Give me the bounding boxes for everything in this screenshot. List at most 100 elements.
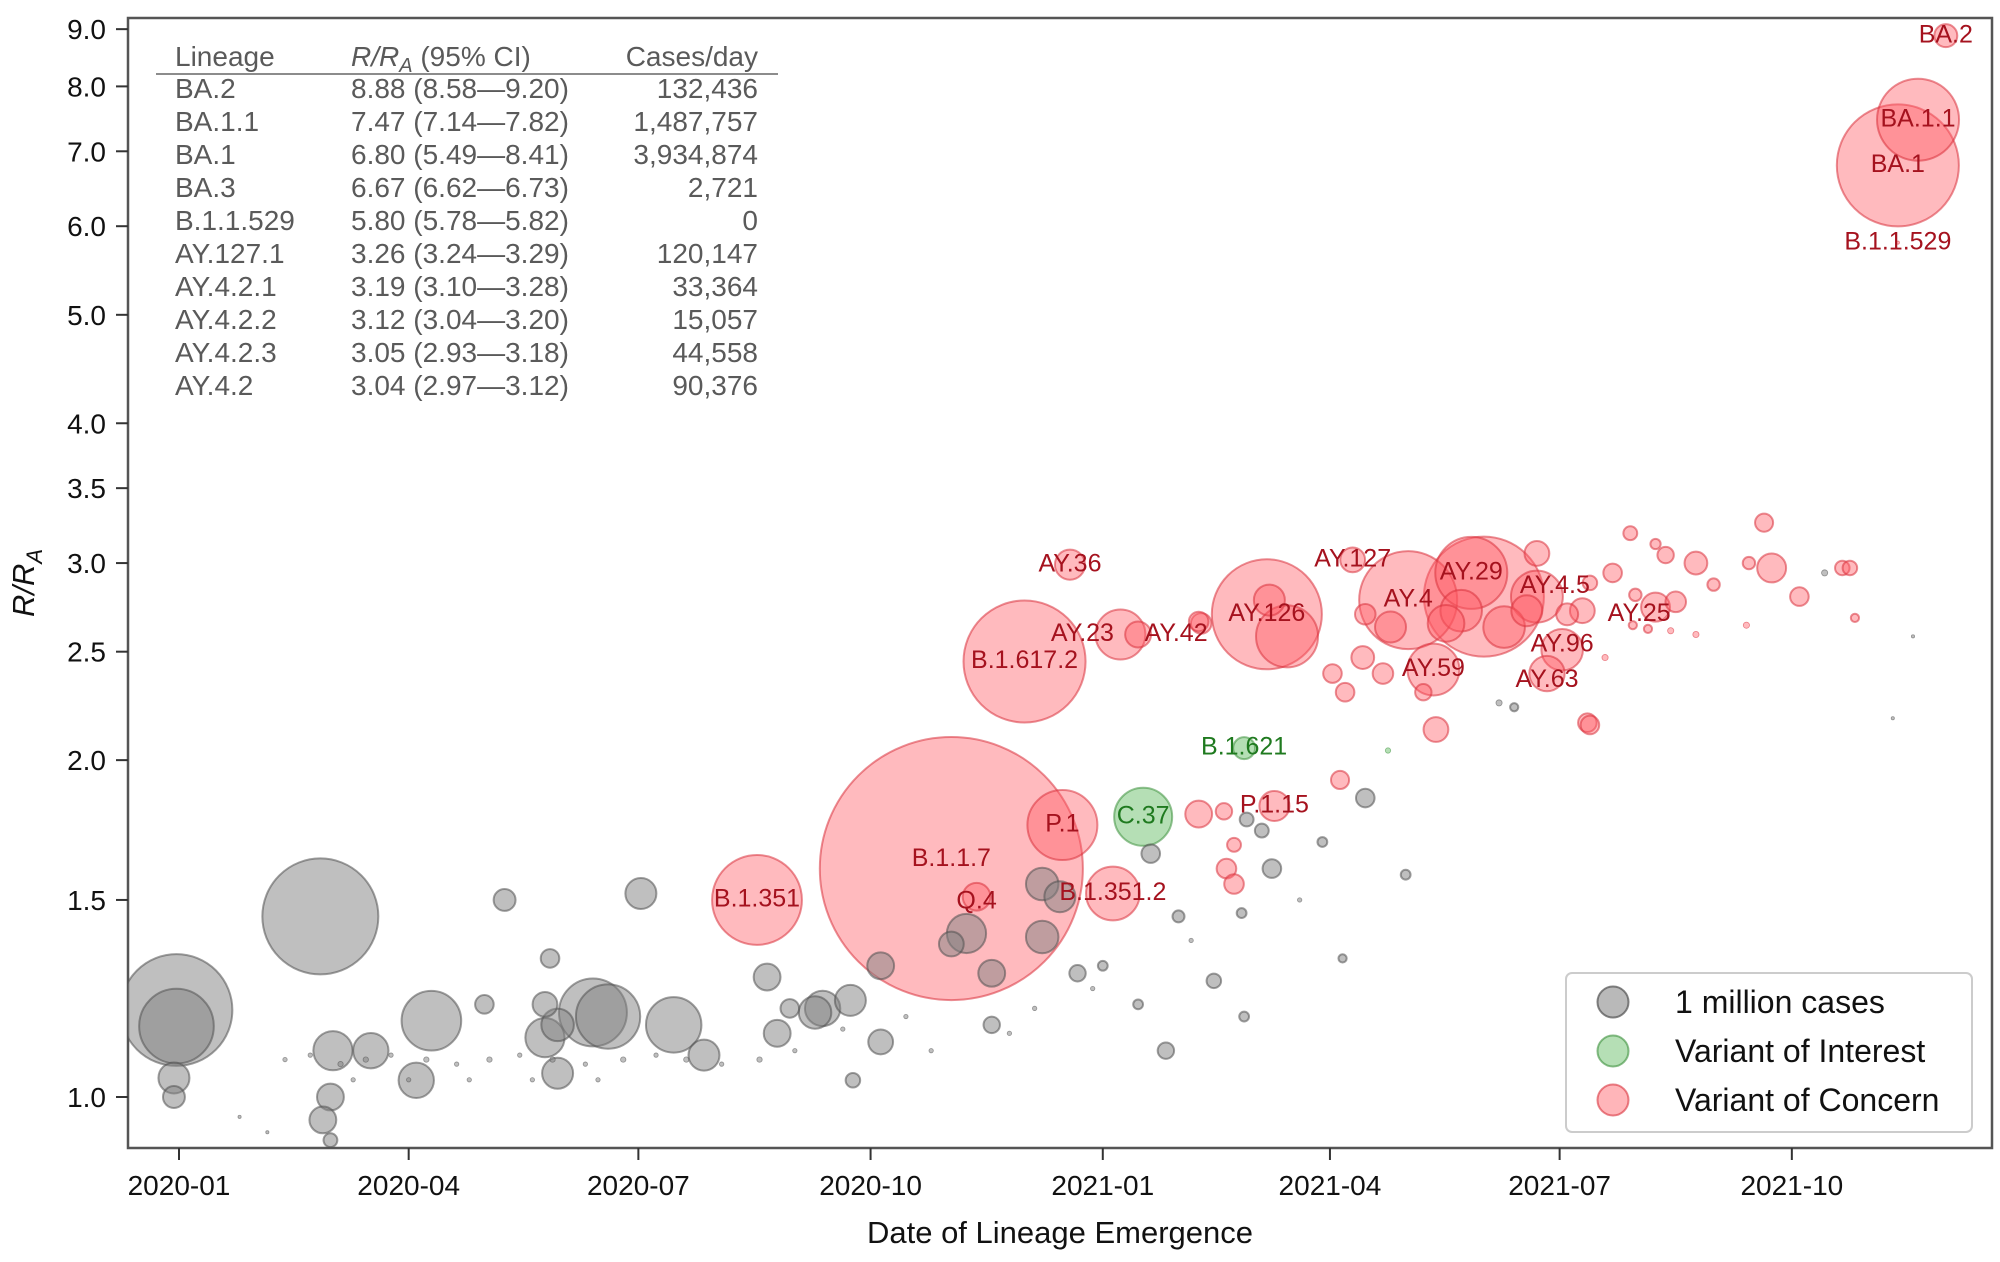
bubble-other	[138, 987, 215, 1065]
bubble-other	[833, 983, 867, 1017]
bubble-other	[840, 1026, 846, 1032]
bubble-other	[866, 951, 896, 981]
bubble-other	[541, 1056, 575, 1090]
point-label: BA.1.1	[1881, 104, 1956, 132]
bubble-other	[1006, 1030, 1012, 1036]
table-cell-lineage: AY.4.2.1	[175, 271, 277, 302]
bubble-ay-42	[1124, 620, 1153, 649]
table-cell-lineage: AY.4.2	[175, 370, 253, 401]
y-tick-label: 2.5	[67, 637, 106, 668]
bubble-other	[756, 1056, 763, 1063]
bubble-other	[1509, 702, 1520, 713]
x-tick-label: 2020-04	[357, 1170, 460, 1201]
table-cell-cases: 15,057	[672, 304, 758, 335]
bubble-b-1-617-2	[962, 599, 1087, 724]
y-tick-label: 3.0	[67, 548, 106, 579]
bubble-voc	[1692, 630, 1700, 638]
bubble-voc	[1510, 594, 1544, 628]
point-label: B.1.1.529	[1844, 227, 1951, 255]
bubble-other	[492, 887, 517, 912]
x-tick-label: 2020-07	[587, 1170, 690, 1201]
bubble-other	[549, 1056, 556, 1063]
point-label: AY.4.5	[1520, 571, 1590, 599]
bubble-other	[352, 1032, 390, 1070]
bubble-other	[792, 1048, 798, 1054]
point-label: B.1.621	[1201, 733, 1287, 761]
bubble-other	[350, 1077, 356, 1083]
table-cell-lineage: AY.4.2.2	[175, 304, 277, 335]
point-label: AY.42	[1145, 619, 1208, 647]
bubble-voc	[1252, 583, 1286, 617]
table-cell-ratio: 3.04 (2.97—3.12)	[351, 370, 569, 401]
table-cell-cases: 3,934,874	[633, 139, 758, 170]
bubble-other	[1156, 1041, 1176, 1060]
bubble-other	[406, 1077, 412, 1083]
lineage-table: Lineage R/RA (95% CI) Cases/day BA.2 8.88…	[156, 41, 778, 401]
bubble-voc	[1602, 562, 1623, 584]
point-label: Q.4	[956, 886, 996, 914]
bubble-other	[1253, 822, 1270, 839]
table-cell-cases: 0	[742, 205, 758, 236]
point-label: AY.29	[1440, 558, 1503, 586]
x-axis: 2020-01 2020-04 2020-07 2020-10 2021-01 2021-…	[128, 1148, 1843, 1201]
bubble-ay-36	[1053, 548, 1086, 581]
bubble-b-1-351-2	[1085, 865, 1141, 922]
bubble-b-1-351	[711, 854, 803, 946]
bubble-other	[1238, 811, 1255, 828]
bubbles-layer	[128, 23, 1961, 1148]
bubble-other	[977, 958, 1007, 988]
bubble-other	[937, 930, 965, 958]
bubble-other	[1238, 1010, 1251, 1023]
bubble-other	[1090, 985, 1096, 992]
point-label: P.1	[1045, 810, 1079, 838]
bubble-other	[1043, 880, 1077, 914]
bubble-other	[307, 1052, 313, 1058]
bubble-other	[620, 1056, 627, 1063]
bubble-voc	[1422, 535, 1545, 658]
table-cell-lineage: BA.2	[175, 73, 236, 104]
bubble-other	[388, 1052, 394, 1058]
bubble-voc	[1184, 799, 1214, 829]
bubble-voc	[1422, 716, 1450, 743]
bubble-other	[161, 1085, 186, 1109]
bubble-ay-4	[1358, 550, 1459, 651]
bubble-voc	[1568, 597, 1596, 625]
bubble-other	[531, 990, 559, 1018]
bubble-voc	[1789, 586, 1810, 607]
table-cell-ratio: 3.26 (3.24—3.29)	[351, 238, 569, 269]
bubble-other	[683, 1056, 690, 1063]
y-tick-label: 1.5	[67, 885, 106, 916]
bubble-other	[982, 1015, 1001, 1035]
table-cell-ratio: 3.19 (3.10—3.28)	[351, 271, 569, 302]
bubble-other	[624, 877, 658, 911]
point-label: AY.4	[1384, 585, 1433, 613]
bubble-other	[397, 1061, 435, 1099]
bubble-other	[261, 857, 380, 976]
bubble-other	[1354, 787, 1376, 809]
point-label: AY.59	[1402, 654, 1465, 682]
bubble-other	[1096, 959, 1109, 972]
bubble-voc	[1187, 610, 1210, 633]
x-tick-label: 2020-10	[819, 1170, 922, 1201]
bubble-b-1-621	[1232, 736, 1257, 761]
bubble-other	[1024, 919, 1060, 955]
bubble-voc	[1667, 627, 1675, 635]
bubble-voc	[1350, 645, 1376, 670]
bubble-ay-127	[1339, 546, 1367, 574]
table-cell-ratio: 6.80 (5.49—8.41)	[351, 139, 569, 170]
table-cell-ratio: 3.05 (2.93—3.18)	[351, 337, 569, 368]
bubble-voc	[1622, 525, 1639, 542]
legend-marker-voi	[1596, 1034, 1630, 1068]
bubble-voc	[1223, 873, 1245, 895]
bubble-voc	[1683, 550, 1709, 576]
table-header-ratio: R/RA (95% CI)	[351, 41, 531, 77]
point-label: BA.2	[1919, 20, 1973, 48]
bubble-other	[539, 948, 561, 969]
bubble-other	[1171, 909, 1186, 924]
bubble-other	[282, 1057, 288, 1063]
bubble-voc	[1664, 590, 1688, 614]
y-tick-label: 8.0	[67, 71, 106, 102]
bubble-other	[423, 1056, 430, 1063]
bubble-other	[653, 1052, 659, 1058]
bubble-voc	[1353, 602, 1377, 626]
